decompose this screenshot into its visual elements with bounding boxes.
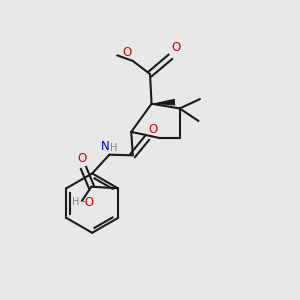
- Text: O: O: [123, 46, 132, 59]
- Text: H: H: [110, 143, 117, 153]
- Polygon shape: [152, 99, 175, 106]
- Text: O: O: [148, 123, 158, 136]
- Text: O: O: [77, 152, 87, 165]
- Text: H: H: [72, 197, 80, 207]
- Text: O: O: [172, 41, 181, 54]
- Text: ·O: ·O: [82, 196, 95, 209]
- Text: N: N: [100, 140, 109, 153]
